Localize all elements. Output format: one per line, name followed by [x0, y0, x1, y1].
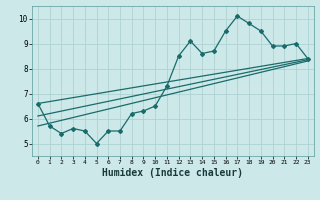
X-axis label: Humidex (Indice chaleur): Humidex (Indice chaleur): [102, 168, 243, 178]
